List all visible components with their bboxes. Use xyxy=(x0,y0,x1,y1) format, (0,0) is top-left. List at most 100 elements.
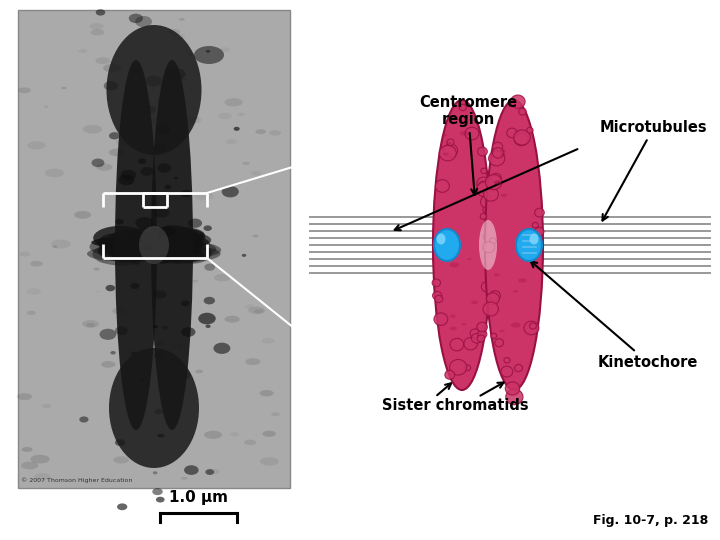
Ellipse shape xyxy=(109,148,125,156)
Ellipse shape xyxy=(524,321,539,335)
Ellipse shape xyxy=(138,236,176,245)
Ellipse shape xyxy=(472,333,482,343)
Ellipse shape xyxy=(156,237,209,247)
Ellipse shape xyxy=(500,329,505,332)
Ellipse shape xyxy=(154,207,169,218)
Ellipse shape xyxy=(483,242,495,253)
Ellipse shape xyxy=(243,161,250,165)
Ellipse shape xyxy=(222,186,239,198)
Ellipse shape xyxy=(21,462,38,469)
Ellipse shape xyxy=(113,456,129,463)
Ellipse shape xyxy=(435,295,443,302)
Ellipse shape xyxy=(112,308,127,314)
Ellipse shape xyxy=(460,131,469,136)
Ellipse shape xyxy=(220,48,230,52)
Ellipse shape xyxy=(109,132,120,139)
Ellipse shape xyxy=(17,393,32,400)
Bar xyxy=(18,10,290,488)
Ellipse shape xyxy=(518,278,527,283)
Ellipse shape xyxy=(204,264,215,271)
Ellipse shape xyxy=(462,323,467,326)
Ellipse shape xyxy=(35,473,50,481)
Ellipse shape xyxy=(153,325,158,328)
Ellipse shape xyxy=(93,226,148,250)
Ellipse shape xyxy=(234,127,240,131)
Ellipse shape xyxy=(436,180,449,192)
Ellipse shape xyxy=(467,258,472,260)
Ellipse shape xyxy=(510,95,525,108)
Ellipse shape xyxy=(107,244,156,256)
Ellipse shape xyxy=(151,60,193,430)
Ellipse shape xyxy=(108,238,140,257)
Ellipse shape xyxy=(192,280,198,282)
Ellipse shape xyxy=(181,301,189,306)
Ellipse shape xyxy=(260,457,279,465)
Ellipse shape xyxy=(89,23,104,30)
Ellipse shape xyxy=(470,329,480,338)
Ellipse shape xyxy=(480,195,495,208)
Ellipse shape xyxy=(261,338,275,344)
Ellipse shape xyxy=(158,241,195,251)
Ellipse shape xyxy=(114,238,161,253)
Ellipse shape xyxy=(118,174,135,185)
Ellipse shape xyxy=(154,232,211,248)
Text: Sister chromatids: Sister chromatids xyxy=(382,398,528,413)
Ellipse shape xyxy=(161,326,168,330)
Ellipse shape xyxy=(96,291,101,293)
Ellipse shape xyxy=(163,228,205,244)
Ellipse shape xyxy=(160,226,176,236)
Ellipse shape xyxy=(477,181,490,193)
Ellipse shape xyxy=(100,243,158,252)
Ellipse shape xyxy=(532,222,539,228)
Ellipse shape xyxy=(108,241,162,254)
Ellipse shape xyxy=(477,177,491,190)
Ellipse shape xyxy=(154,291,166,299)
Ellipse shape xyxy=(194,46,224,64)
Ellipse shape xyxy=(26,288,41,295)
Ellipse shape xyxy=(171,244,178,247)
Ellipse shape xyxy=(121,170,136,180)
Ellipse shape xyxy=(117,503,127,510)
Ellipse shape xyxy=(156,497,165,503)
Ellipse shape xyxy=(96,9,105,16)
Ellipse shape xyxy=(132,260,140,265)
Ellipse shape xyxy=(110,241,143,262)
Ellipse shape xyxy=(449,360,467,375)
Ellipse shape xyxy=(194,192,213,200)
Ellipse shape xyxy=(99,242,156,257)
Ellipse shape xyxy=(480,213,487,219)
Ellipse shape xyxy=(447,141,451,144)
Ellipse shape xyxy=(464,338,477,350)
Ellipse shape xyxy=(140,232,184,257)
Ellipse shape xyxy=(526,127,533,133)
Ellipse shape xyxy=(483,230,498,244)
Ellipse shape xyxy=(188,219,202,228)
Ellipse shape xyxy=(166,233,204,242)
Ellipse shape xyxy=(121,241,171,253)
Ellipse shape xyxy=(110,239,144,259)
Ellipse shape xyxy=(156,125,171,135)
Ellipse shape xyxy=(251,171,261,176)
Ellipse shape xyxy=(530,323,536,329)
Ellipse shape xyxy=(181,477,187,480)
Ellipse shape xyxy=(155,239,194,251)
Text: © 2007 Thomson Higher Education: © 2007 Thomson Higher Education xyxy=(21,477,132,483)
Ellipse shape xyxy=(434,229,460,261)
Ellipse shape xyxy=(123,240,155,252)
Ellipse shape xyxy=(225,98,243,106)
Ellipse shape xyxy=(157,434,161,437)
Ellipse shape xyxy=(484,192,491,198)
Ellipse shape xyxy=(495,339,503,347)
Ellipse shape xyxy=(505,389,523,405)
Ellipse shape xyxy=(164,185,171,190)
Ellipse shape xyxy=(156,225,190,249)
Ellipse shape xyxy=(244,305,254,309)
Ellipse shape xyxy=(179,371,191,379)
Ellipse shape xyxy=(256,129,266,134)
Ellipse shape xyxy=(150,233,202,257)
Ellipse shape xyxy=(42,404,51,408)
Ellipse shape xyxy=(271,412,280,416)
Ellipse shape xyxy=(92,243,150,266)
Ellipse shape xyxy=(114,246,147,262)
Ellipse shape xyxy=(477,335,485,342)
